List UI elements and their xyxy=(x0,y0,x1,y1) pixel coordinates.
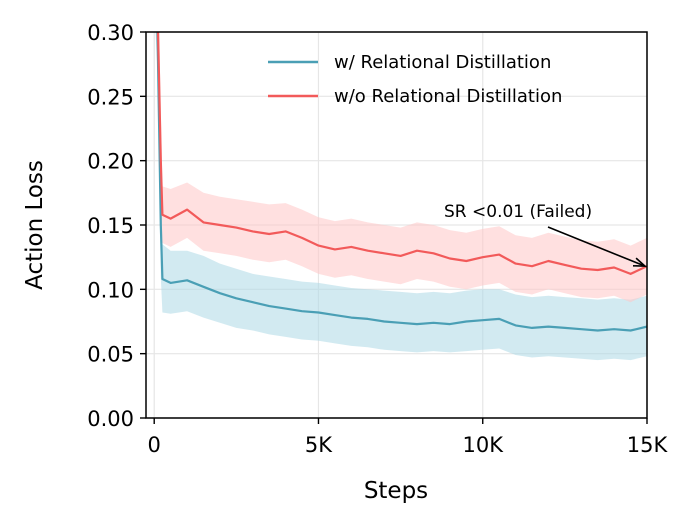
annotation-arrow xyxy=(547,226,646,267)
band-w-o-relational-distillation xyxy=(155,32,647,303)
y-tick-label: 0.20 xyxy=(87,150,134,174)
x-tick-label: 15K xyxy=(627,433,669,457)
y-tick-label: 0.05 xyxy=(87,343,134,367)
legend: w/ Relational Distillation w/o Relational… xyxy=(268,52,562,107)
y-axis-ticks: 0.00 0.05 0.10 0.15 0.20 0.25 0.30 xyxy=(87,21,146,431)
legend-label: w/o Relational Distillation xyxy=(334,86,562,107)
legend-label: w/ Relational Distillation xyxy=(334,52,551,73)
y-tick-label: 0.00 xyxy=(87,407,134,431)
x-tick-label: 5K xyxy=(305,433,333,457)
line-w-o-relational-distillation xyxy=(156,32,647,275)
x-axis-ticks: 0 5K 10K 15K xyxy=(148,418,669,457)
y-tick-label: 0.15 xyxy=(87,214,134,238)
y-tick-label: 0.25 xyxy=(87,85,134,109)
x-axis-title: Steps xyxy=(364,478,428,504)
y-axis-title: Action Loss xyxy=(22,160,48,290)
annotation: SR <0.01 (Failed) xyxy=(444,202,648,268)
y-tick-label: 0.30 xyxy=(87,21,134,45)
x-tick-label: 10K xyxy=(462,433,504,457)
confidence-bands xyxy=(155,32,647,361)
annotation-arrowhead xyxy=(632,257,648,268)
band-w-relational-distillation xyxy=(155,32,647,361)
y-tick-label: 0.10 xyxy=(87,278,134,302)
x-tick-label: 0 xyxy=(148,433,161,457)
series-lines xyxy=(156,32,647,332)
line-w-relational-distillation xyxy=(156,32,647,332)
annotation-label: SR <0.01 (Failed) xyxy=(444,202,592,222)
